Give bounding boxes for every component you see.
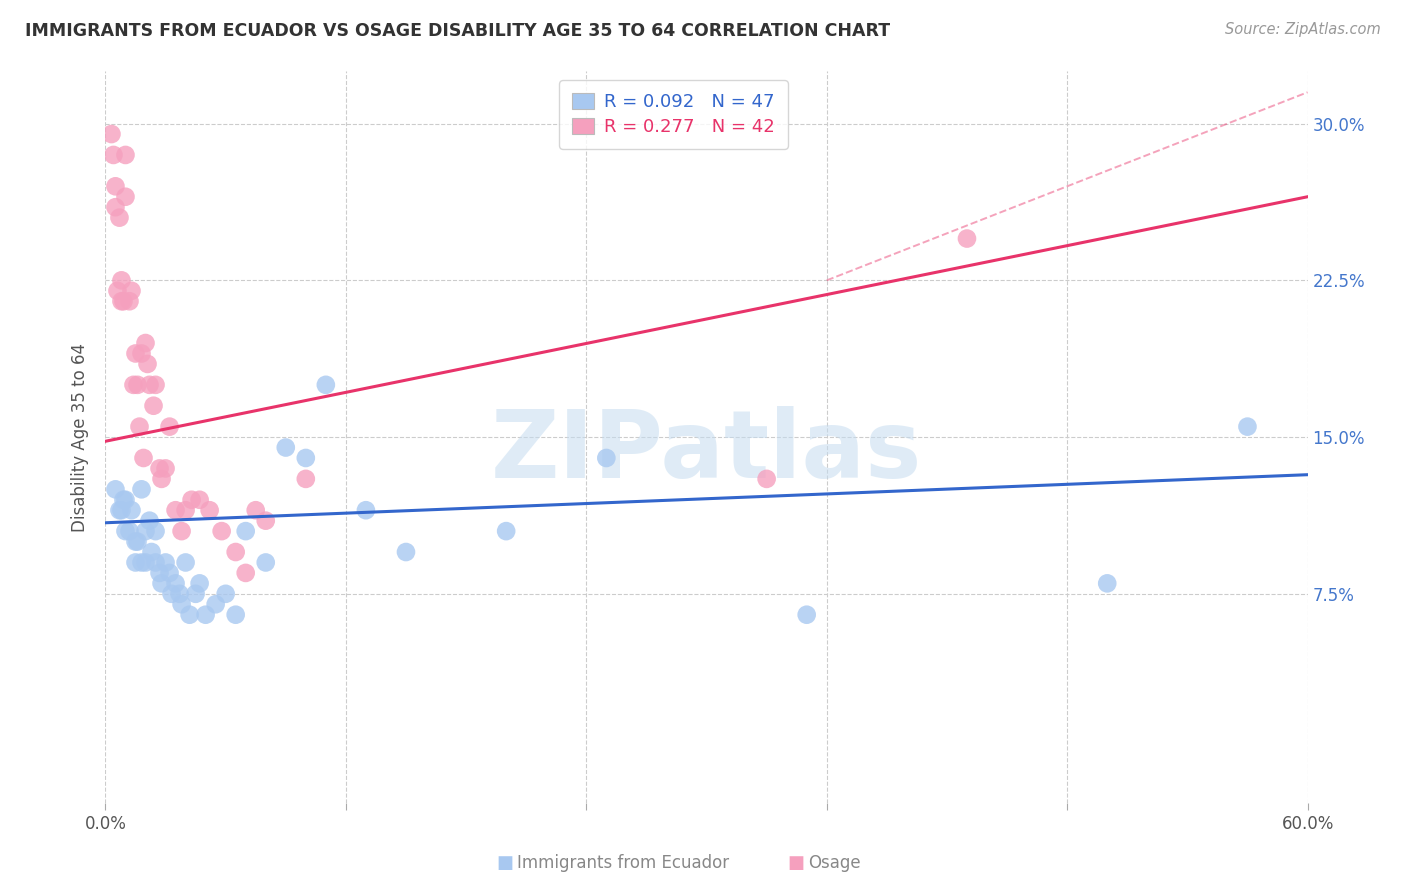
Point <box>395 545 418 559</box>
Point <box>295 450 318 465</box>
Point <box>118 294 141 309</box>
Point <box>108 211 131 225</box>
Point <box>131 346 153 360</box>
Text: Immigrants from Ecuador: Immigrants from Ecuador <box>517 855 730 872</box>
Point <box>165 576 187 591</box>
Point <box>1097 576 1119 591</box>
Legend: R = 0.092   N = 47, R = 0.277   N = 42: R = 0.092 N = 47, R = 0.277 N = 42 <box>560 80 787 148</box>
Point <box>141 545 163 559</box>
Point <box>118 524 141 538</box>
Point <box>254 514 277 528</box>
Point <box>138 377 160 392</box>
Text: Osage: Osage <box>808 855 860 872</box>
Point <box>159 419 181 434</box>
Point <box>235 524 257 538</box>
Point <box>211 524 233 538</box>
Point <box>169 587 191 601</box>
Point <box>956 231 979 245</box>
Point <box>254 556 277 570</box>
Point <box>188 576 211 591</box>
Text: ■: ■ <box>496 855 513 872</box>
Point <box>155 556 177 570</box>
Point <box>110 273 132 287</box>
Point <box>315 377 337 392</box>
Point <box>104 483 127 497</box>
Point <box>142 399 165 413</box>
Point <box>127 534 149 549</box>
Point <box>114 148 136 162</box>
Point <box>180 492 202 507</box>
Point <box>165 503 187 517</box>
Point <box>225 607 247 622</box>
Point <box>100 127 122 141</box>
Point <box>108 503 131 517</box>
Point <box>127 377 149 392</box>
Point <box>121 284 143 298</box>
Text: ■: ■ <box>787 855 804 872</box>
Point <box>112 294 135 309</box>
Point <box>114 492 136 507</box>
Point <box>104 200 127 214</box>
Point <box>184 587 207 601</box>
Point <box>796 607 818 622</box>
Point <box>179 607 201 622</box>
Point <box>131 483 153 497</box>
Point <box>110 294 132 309</box>
Point <box>150 576 173 591</box>
Point <box>170 524 193 538</box>
Point <box>107 284 129 298</box>
Point <box>112 492 135 507</box>
Point <box>104 179 127 194</box>
Point <box>235 566 257 580</box>
Point <box>110 503 132 517</box>
Point <box>194 607 217 622</box>
Point <box>148 461 170 475</box>
Point <box>124 556 146 570</box>
Point <box>174 556 197 570</box>
Point <box>160 587 183 601</box>
Point <box>159 566 181 580</box>
Point <box>114 524 136 538</box>
Point <box>114 190 136 204</box>
Point <box>155 461 177 475</box>
Text: IMMIGRANTS FROM ECUADOR VS OSAGE DISABILITY AGE 35 TO 64 CORRELATION CHART: IMMIGRANTS FROM ECUADOR VS OSAGE DISABIL… <box>25 22 890 40</box>
Point <box>274 441 297 455</box>
Point <box>121 503 143 517</box>
Point <box>225 545 247 559</box>
Point <box>135 556 157 570</box>
Point <box>1236 419 1258 434</box>
Point <box>135 336 157 351</box>
Point <box>131 556 153 570</box>
Point <box>204 597 226 611</box>
Point <box>135 524 157 538</box>
Y-axis label: Disability Age 35 to 64: Disability Age 35 to 64 <box>72 343 90 532</box>
Point <box>245 503 267 517</box>
Point <box>595 450 617 465</box>
Text: ZIPatlas: ZIPatlas <box>491 406 922 498</box>
Point <box>214 587 236 601</box>
Point <box>138 514 160 528</box>
Point <box>128 419 150 434</box>
Point <box>495 524 517 538</box>
Point <box>174 503 197 517</box>
Point <box>145 556 167 570</box>
Point <box>145 524 167 538</box>
Point <box>132 450 155 465</box>
Point <box>170 597 193 611</box>
Text: Source: ZipAtlas.com: Source: ZipAtlas.com <box>1225 22 1381 37</box>
Point <box>103 148 125 162</box>
Point <box>188 492 211 507</box>
Point <box>136 357 159 371</box>
Point <box>150 472 173 486</box>
Point <box>354 503 377 517</box>
Point <box>755 472 778 486</box>
Point <box>122 377 145 392</box>
Point <box>145 377 167 392</box>
Point <box>198 503 221 517</box>
Point <box>148 566 170 580</box>
Point <box>124 534 146 549</box>
Point <box>124 346 146 360</box>
Point <box>295 472 318 486</box>
